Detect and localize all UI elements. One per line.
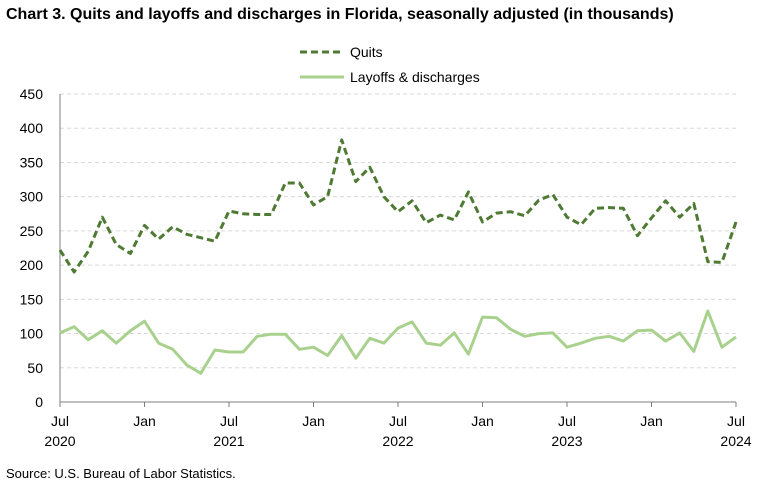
legend: Quits Layoffs & discharges bbox=[300, 44, 480, 85]
legend-label-quits: Quits bbox=[350, 44, 383, 60]
x-tick-year: 2023 bbox=[551, 433, 582, 449]
x-axis: Jul 2020 Jan Jul 2021 Jan Jul 2022 Jan Jul 2023 Jan… bbox=[44, 401, 752, 449]
y-tick-label: 0 bbox=[35, 394, 43, 410]
y-tick-label: 450 bbox=[20, 86, 44, 102]
x-tick-label: Jul bbox=[51, 413, 69, 429]
layoffs-discharges-line bbox=[59, 309, 737, 375]
x-tick-label: Jan bbox=[471, 413, 494, 429]
chart-title: Chart 3. Quits and layoffs and discharge… bbox=[6, 6, 674, 23]
x-tick-label: Jul bbox=[727, 413, 745, 429]
quits-point bbox=[580, 223, 583, 226]
x-tick-year: 2020 bbox=[44, 433, 75, 449]
series-lines bbox=[58, 138, 738, 375]
grid-lines bbox=[60, 93, 736, 369]
quits-point bbox=[720, 261, 723, 264]
x-tick-label: Jul bbox=[558, 413, 576, 429]
x-tick-label: Jan bbox=[302, 413, 325, 429]
x-tick-year: 2024 bbox=[720, 433, 751, 449]
quits-point bbox=[115, 243, 118, 246]
y-tick-label: 50 bbox=[27, 360, 43, 376]
x-tick-year: 2021 bbox=[213, 433, 244, 449]
quits-point bbox=[594, 207, 597, 210]
y-axis: 0 50 100 150 200 250 300 350 400 450 bbox=[20, 86, 61, 410]
x-tick-label: Jan bbox=[640, 413, 663, 429]
y-tick-label: 100 bbox=[20, 326, 44, 342]
y-tick-label: 350 bbox=[20, 154, 44, 170]
x-tick-year: 2022 bbox=[382, 433, 413, 449]
quits-point bbox=[284, 181, 287, 184]
source-note: Source: U.S. Bureau of Labor Statistics. bbox=[6, 466, 236, 481]
quits-point bbox=[228, 210, 231, 213]
x-tick-label: Jan bbox=[133, 413, 156, 429]
quits-line bbox=[58, 138, 738, 274]
legend-label-layoffs: Layoffs & discharges bbox=[350, 69, 480, 85]
y-tick-label: 400 bbox=[20, 120, 44, 136]
x-tick-label: Jul bbox=[389, 413, 407, 429]
y-tick-label: 250 bbox=[20, 223, 44, 239]
y-tick-label: 200 bbox=[20, 257, 44, 273]
y-tick-label: 150 bbox=[20, 291, 44, 307]
x-tick-label: Jul bbox=[220, 413, 238, 429]
y-tick-label: 300 bbox=[20, 189, 44, 205]
